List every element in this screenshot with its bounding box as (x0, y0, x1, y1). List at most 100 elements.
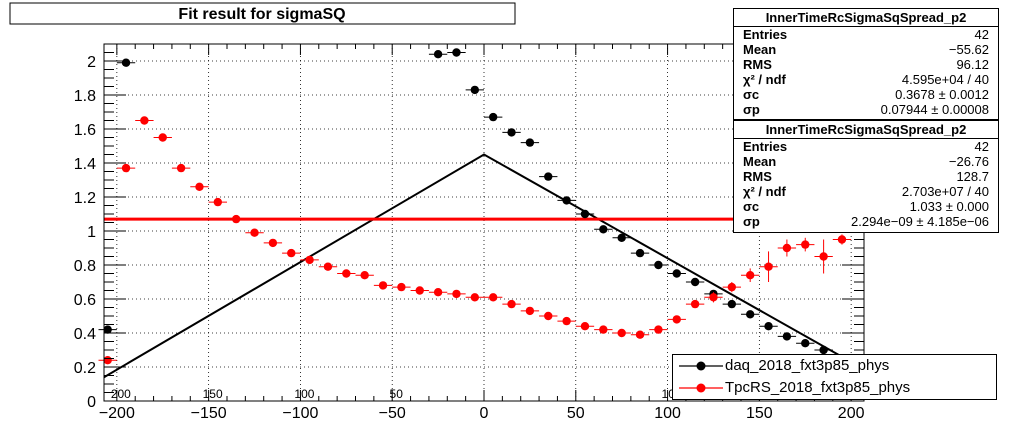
marker (617, 328, 626, 338)
stats-value: 1.033 ± 0.000 (909, 199, 989, 214)
marker (287, 248, 296, 258)
data-point-tpcrs (282, 248, 301, 258)
data-point-tpcrs (557, 316, 576, 326)
marker (213, 197, 223, 207)
title-box: Fit result for sigmaSQ (9, 2, 516, 25)
data-point-tpcrs (300, 255, 319, 265)
data-point-daq (465, 85, 484, 95)
data-point-tpcrs (373, 281, 393, 290)
data-point-tpcrs (171, 163, 191, 173)
data-point-daq (722, 299, 742, 309)
marker (323, 262, 333, 271)
marker (433, 288, 443, 297)
marker (745, 271, 755, 280)
stats-key: Mean (743, 42, 777, 57)
stats-key: σp (743, 102, 760, 117)
axes: −200 −150 −100 −50 0 50 100 150 20000.20.40.60.8… (74, 44, 865, 422)
data-point-tpcrs (704, 292, 723, 303)
marker (195, 182, 204, 191)
data-point-daq (594, 225, 613, 234)
data-point-tpcrs (428, 288, 448, 297)
data-point-tpcrs (612, 328, 631, 338)
marker (654, 260, 663, 270)
data-point-tpcrs (722, 282, 742, 293)
data-point-tpcrs (575, 322, 595, 331)
overlay-axis-label: 50 (390, 387, 404, 401)
y-tick-label: 1.6 (74, 122, 96, 139)
marker (433, 50, 443, 59)
x-tick-label: 0 (480, 405, 489, 422)
marker (727, 299, 737, 309)
data-point-tpcrs (667, 315, 686, 324)
marker (764, 322, 773, 331)
y-tick-label: 0 (87, 394, 96, 411)
marker (121, 163, 131, 173)
y-tick-label: 0.4 (74, 326, 96, 343)
data-point-daq (685, 277, 705, 287)
marker (544, 311, 553, 321)
data-point-tpcrs (759, 251, 778, 282)
stats-row: σp 2.294e−09 ± 4.185e−06 (734, 214, 998, 229)
stats-value: 2.703e+07 / 40 (901, 184, 989, 199)
data-point-tpcrs (190, 182, 209, 191)
legend-label-daq: daq_2018_fxt3p85_phys (725, 357, 890, 374)
marker (654, 325, 663, 334)
marker (176, 163, 186, 173)
data-point-daq (539, 172, 558, 181)
stats-row: σc 1.033 ± 0.000 (734, 199, 998, 214)
overlay-axis-label: 200 (111, 387, 131, 401)
marker (690, 299, 700, 309)
stats-box-tpcrs: InnerTimeRcSigmaSqSpread_p2 Entries 42 Mean… (733, 120, 999, 233)
data-point-tpcrs (410, 286, 429, 295)
stats-title: InnerTimeRcSigmaSqSpread_p2 (734, 9, 998, 27)
legend-label-tpcrs: TpcRS_2018_fxt3p85_phys (725, 379, 911, 396)
legend-marker-daq (679, 361, 723, 371)
stats-key: Entries (743, 27, 788, 42)
data-point-tpcrs (153, 133, 172, 142)
marker (580, 209, 590, 219)
data-point-tpcrs (318, 262, 338, 271)
stats-value: 96.12 (956, 57, 989, 72)
data-point-tpcrs (539, 311, 558, 321)
marker (727, 282, 737, 292)
x-tick-label: −50 (379, 405, 406, 422)
chart-title: Fit result for sigmaSQ (178, 6, 345, 23)
data-point-tpcrs (777, 239, 797, 257)
stats-key: σc (743, 199, 760, 214)
stats-row: Entries 42 (734, 139, 998, 154)
marker (801, 240, 810, 249)
data-point-daq (612, 233, 631, 242)
stats-title: InnerTimeRcSigmaSqSpread_p2 (734, 121, 998, 139)
data-point-daq (796, 339, 815, 348)
data-point-tpcrs (814, 239, 833, 274)
marker (819, 345, 828, 355)
marker (599, 225, 608, 234)
legend-marker-tpcrs (679, 383, 723, 393)
marker (397, 282, 406, 292)
marker (819, 252, 828, 261)
marker (268, 238, 278, 248)
stats-value: 128.7 (956, 169, 989, 184)
marker (452, 289, 461, 299)
stats-key: χ² / ndf (743, 184, 786, 199)
marker (525, 306, 535, 316)
data-point-tpcrs (520, 306, 540, 316)
data-point-daq (520, 138, 540, 147)
marker (709, 293, 718, 302)
marker (415, 286, 424, 295)
marker (635, 330, 645, 339)
stats-key: RMS (743, 57, 772, 72)
stats-row: σc 0.3678 ± 0.0012 (734, 87, 998, 102)
data-point-tpcrs (263, 238, 283, 248)
data-point-tpcrs (630, 330, 650, 339)
data-point-tpcrs (649, 325, 668, 334)
data-point-daq (98, 325, 117, 334)
marker (782, 332, 792, 341)
legend: daq_2018_fxt3p85_phys TpcRS_2018_fxt3p85… (672, 354, 997, 400)
data-point-tpcrs (796, 237, 815, 252)
data-point-tpcrs (226, 214, 246, 224)
marker (488, 293, 498, 302)
y-tick-label: 2 (87, 54, 96, 71)
stats-value: 42 (974, 139, 989, 154)
data-point-daq (649, 260, 668, 270)
